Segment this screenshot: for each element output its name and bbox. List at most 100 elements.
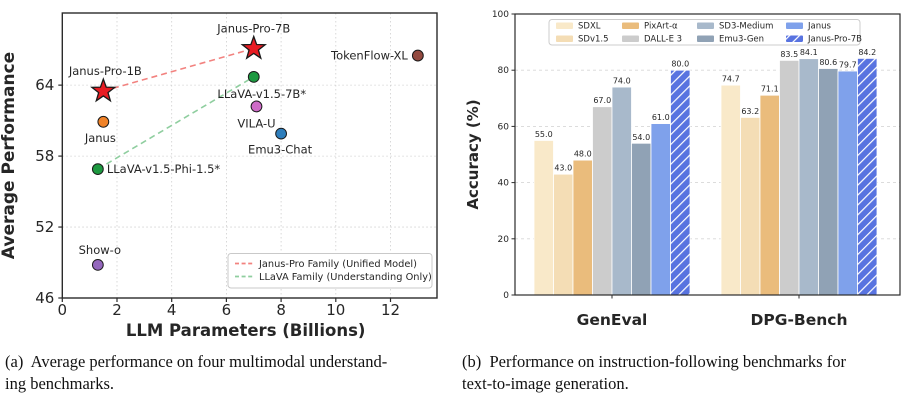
- y-tick-label-58: 58: [35, 147, 54, 165]
- legend-swatch-sdxl: [556, 22, 573, 29]
- bar-hatch-geneval-janus-pro-7b: [670, 70, 690, 295]
- scatter-point-show-o: [91, 258, 104, 271]
- family-trend-lines: [97, 47, 255, 170]
- legend-label-sd3-medium: SD3-Medium: [719, 22, 773, 32]
- bar-value-geneval-pixart: 48.0: [574, 150, 592, 159]
- y-tick-label-0: 0: [503, 291, 509, 301]
- scatter-points: [90, 34, 424, 271]
- point-label-llava-v1-5-phi-1-5: LLaVA-v1.5-Phi-1.5*: [107, 162, 221, 176]
- bar-dpg-bench-sdxl: [720, 84, 741, 296]
- trend-line-llava-family-understanding-only: [97, 76, 255, 170]
- legend-swatch-sd3-medium: [697, 22, 714, 29]
- caption-a-line1: (a) Average performance on four multimod…: [5, 352, 388, 371]
- x-tick-label-10: 10: [326, 301, 345, 319]
- y-tick-label-46: 46: [35, 289, 54, 307]
- point-label-tokenflow-xl: TokenFlow-XL: [330, 49, 408, 63]
- bar-geneval-emu3-gen: [631, 142, 652, 296]
- legend-label-emu3-gen: Emu3-Gen: [719, 35, 764, 45]
- legend-label-janus: Janus: [807, 22, 831, 32]
- legend-label-sdv1-5: SDv1.5: [578, 35, 609, 45]
- legend-label-janus-pro-7b: Janus-Pro-7B: [807, 35, 862, 45]
- bar-dpg-bench-emu3-gen: [818, 68, 839, 296]
- bar-dpg-bench-janus: [837, 70, 858, 296]
- scatter-point-labels: Janus-Pro-7B Janus-Pro-1B TokenFlow-XL LLaV…: [68, 21, 409, 256]
- legend-swatch-janus: [786, 22, 803, 29]
- bar-geneval-sdv1-5: [553, 173, 574, 296]
- x-tick-label-0: 0: [58, 301, 68, 319]
- bar-dpg-bench-pixart: [759, 94, 780, 296]
- bar-value-labels: 55.0 43.048.0 67.0 74.0 54.0 61.0 80.0 74.7 63.2…: [535, 48, 876, 173]
- x-tick-label-8: 8: [276, 301, 286, 319]
- scatter-point-vila-u: [250, 100, 263, 113]
- bar-value-geneval-emu3-gen: 54.0: [632, 133, 650, 142]
- y-tick-label-60: 60: [498, 122, 510, 132]
- caption-a: (a) Average performance on four multimod…: [5, 351, 457, 394]
- point-label-show-o: Show-o: [79, 243, 121, 257]
- x-tick-label-2: 2: [112, 301, 122, 319]
- bar-hatch-dpg-bench-janus-pro-7b: [857, 58, 877, 296]
- y-tick-label-40: 40: [498, 179, 510, 189]
- legend-swatch-pixart: [622, 22, 639, 29]
- bar-axis-ticks: 0 20 40 60 80 100: [492, 10, 800, 301]
- legend-label-llava-family-understanding-only: LLaVA Family (Understanding Only): [259, 272, 432, 283]
- bar-value-geneval-dall-e-3: 67.0: [593, 96, 611, 105]
- point-label-janus: Janus: [84, 131, 116, 145]
- scatter-gridlines: [62, 13, 437, 298]
- x-tick-label-6: 6: [222, 301, 232, 319]
- bar-geneval-sdxl: [533, 140, 554, 296]
- y-tick-label-20: 20: [498, 235, 510, 245]
- bar-value-geneval-janus: 61.0: [652, 113, 670, 122]
- bar-plot-border: [514, 13, 901, 296]
- bar-value-geneval-sd3-medium: 74.0: [613, 77, 631, 86]
- bar-geneval-pixart: [572, 159, 593, 296]
- y-tick-label-52: 52: [35, 218, 54, 236]
- scatter-point-llava-v1-5-phi-1-5: [91, 163, 104, 175]
- y-tick-label-64: 64: [35, 76, 54, 94]
- bar-yaxis-label: Accuracy (%): [464, 99, 482, 209]
- bar-value-dpg-bench-dall-e-3: 83.5: [780, 50, 798, 59]
- scatter-point-janus-pro-7b: [240, 34, 268, 60]
- y-tick-label-80: 80: [498, 66, 510, 76]
- bar-value-dpg-bench-pixart: 71.1: [761, 85, 779, 94]
- legend-swatch-hatch-janus-pro-7b: [786, 35, 803, 42]
- caption-b-line1: (b) Performance on instruction-following…: [462, 352, 846, 371]
- legend-label-janus-pro-family-unified-model: Janus-Pro Family (Unified Model): [258, 259, 417, 270]
- bar-dpg-bench-sd3-medium: [798, 58, 819, 296]
- scatter-point-janus-pro-1b: [90, 77, 117, 103]
- point-label-vila-u: VILA-U: [237, 116, 275, 130]
- bars: [533, 57, 878, 296]
- caption-b: (b) Performance on instruction-following…: [462, 351, 914, 394]
- scatter-legend-box: [227, 253, 433, 289]
- trend-line-janus-pro-family-unified-model: [103, 47, 254, 92]
- caption-b-line2: text-to-image generation.: [462, 373, 629, 393]
- point-label-janus-pro-1b: Janus-Pro-1B: [68, 64, 142, 78]
- legend-swatch-emu3-gen: [697, 35, 714, 42]
- bar-value-dpg-bench-janus-pro-7b: 84.2: [858, 48, 876, 57]
- legend-swatch-dall-e-3: [622, 35, 639, 42]
- bar-value-dpg-bench-sdxl: 74.7: [722, 75, 740, 84]
- point-label-janus-pro-7b: Janus-Pro-7B: [216, 21, 290, 35]
- bar-geneval-janus: [650, 123, 671, 296]
- legend-label-dall-e-3: DALL-E 3: [644, 35, 682, 45]
- y-tick-label-100: 100: [492, 10, 509, 20]
- scatter-point-emu3-chat: [275, 127, 288, 140]
- bar-legend: SDXL SDv1.5 PixArt-α DALL-E 3 SD3-Medium Emu3…: [548, 19, 862, 46]
- scatter-yaxis-label: Average Performance: [0, 52, 19, 259]
- category-label-dpg-bench: DPG-Bench: [751, 311, 848, 329]
- bar-geneval-sd3-medium: [611, 86, 632, 296]
- scatter-legend: Janus-Pro Family (Unified Model) LLaVA Fa…: [227, 253, 433, 289]
- point-label-emu3-chat: Emu3-Chat: [248, 143, 313, 157]
- scatter-point-llava-v1-5-7b: [247, 70, 260, 83]
- x-tick-label-4: 4: [167, 301, 177, 319]
- legend-label-sdxl: SDXL: [578, 22, 601, 32]
- scatter-xaxis-label: LLM Parameters (Billions): [126, 321, 366, 340]
- x-tick-label-12: 12: [381, 301, 400, 319]
- category-label-geneval: GenEval: [577, 311, 648, 329]
- scatter-point-tokenflow-xl: [411, 49, 424, 62]
- bar-value-dpg-bench-sd3-medium: 84.1: [800, 48, 818, 57]
- legend-label-pixart: PixArt-α: [644, 22, 678, 32]
- bar-geneval-dall-e-3: [592, 106, 613, 296]
- scatter-point-janus: [97, 115, 110, 128]
- point-label-llava-v1-5-7b: LLaVA-v1.5-7B*: [217, 87, 306, 101]
